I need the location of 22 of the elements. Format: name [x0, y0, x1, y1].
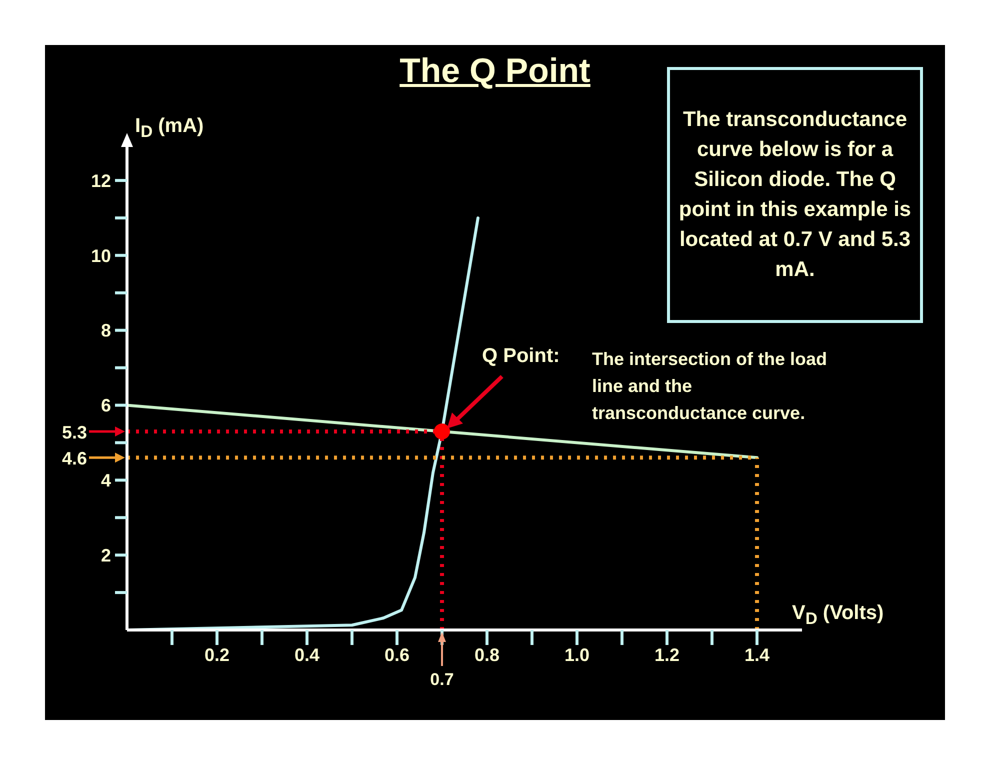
text: 4.6: [62, 448, 87, 469]
x-tick-label: 0.2: [204, 644, 230, 665]
y-tick-label: 4: [100, 470, 111, 491]
x-tick-label: 0.6: [384, 644, 410, 665]
y-tick-label: 12: [90, 170, 111, 191]
chart-title: The Q Point: [398, 52, 592, 91]
y-axis-title: I$_{D}$ (mA): [135, 115, 204, 142]
text: 0.7: [430, 670, 454, 689]
annotation: Q Point:: [482, 345, 560, 368]
y-tick-label: 10: [90, 246, 111, 266]
x-tick-label: 1.2: [654, 644, 680, 665]
x-tick-label: 0.8: [474, 644, 500, 665]
x-tick-label: 1.4: [744, 644, 770, 665]
text: 5.3: [62, 422, 87, 442]
x-tick-label: 0.4: [294, 644, 320, 665]
x-axis-title: V$_{D}$ (Volts): [792, 602, 884, 629]
y-tick-label: 2: [100, 545, 111, 566]
annotation: The transconductance curve below is for a Silicon diode. The Q point in this example is located at 0.7 V and 5.3 mA.: [667, 67, 923, 323]
y-tick-label: 8: [100, 320, 111, 341]
y-tick-label: 6: [100, 396, 111, 416]
x-tick-label: 1.0: [564, 644, 590, 665]
annotation: The intersection of the load line and the transconductance curve.: [592, 348, 828, 426]
